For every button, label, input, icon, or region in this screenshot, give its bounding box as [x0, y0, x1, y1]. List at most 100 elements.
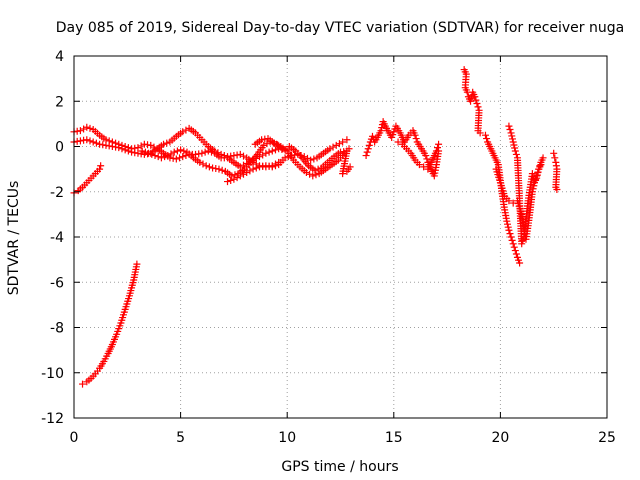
- data-point-track-d: [252, 164, 260, 172]
- x-tick-label: 5: [176, 430, 185, 446]
- data-point-track-h: [415, 161, 423, 169]
- data-point-track-c: [157, 154, 165, 162]
- data-point-track-d: [335, 140, 343, 148]
- data-point-track-e: [306, 170, 314, 178]
- data-point-track-l: [511, 147, 519, 155]
- data-point-track-l: [507, 129, 515, 137]
- data-point-track-l: [533, 174, 541, 182]
- data-point-track-c: [170, 148, 178, 156]
- data-point-track-a: [265, 148, 273, 156]
- data-point-track-d: [246, 167, 254, 175]
- data-point-track-a: [271, 146, 279, 154]
- data-point-track-f: [346, 163, 354, 171]
- x-tick-label: 20: [491, 430, 509, 446]
- data-point-track-c: [164, 152, 172, 160]
- data-point-track-a: [172, 155, 180, 163]
- data-point-track-l: [529, 173, 537, 181]
- data-point-track-d: [227, 176, 235, 184]
- y-tick-label: -12: [41, 411, 64, 427]
- data-point-track-e: [312, 171, 320, 179]
- data-point-track-j: [508, 236, 516, 244]
- data-point-track-f: [314, 165, 322, 173]
- data-point-track-l: [537, 161, 545, 169]
- y-tick-label: -6: [50, 275, 64, 291]
- data-point-track-g: [364, 145, 372, 153]
- data-point-track-b: [211, 147, 219, 155]
- data-point-track-c: [205, 163, 213, 171]
- data-point-track-j: [511, 247, 519, 255]
- data-point-track-d: [339, 138, 347, 146]
- data-point-track-a: [179, 153, 187, 161]
- data-point-track-early-low: [97, 162, 105, 170]
- data-point-track-c: [145, 149, 153, 157]
- data-point-track-j: [512, 250, 520, 258]
- data-point-track-c: [154, 153, 162, 161]
- data-point-track-b: [239, 152, 247, 160]
- data-point-track-l: [510, 141, 518, 149]
- data-point-track-c: [167, 150, 175, 158]
- data-point-track-g: [365, 141, 373, 149]
- x-tick-label: 0: [70, 430, 79, 446]
- data-point-track-b: [236, 150, 244, 158]
- data-point-track-f: [339, 170, 347, 178]
- data-point-track-g: [423, 155, 431, 163]
- data-point-track-b: [115, 144, 123, 152]
- data-point-track-b: [214, 149, 222, 157]
- data-point-track-j: [509, 240, 517, 248]
- x-tick-label: 10: [278, 430, 296, 446]
- data-point-track-c: [161, 153, 169, 161]
- data-point-track-d: [224, 178, 232, 186]
- data-point-track-d: [249, 165, 257, 173]
- y-tick-label: 0: [55, 140, 64, 156]
- tick-labels: 0 5 10 15 20 25 -12 -10 -8 -6 -4 -2 0 2 4: [41, 49, 616, 446]
- data-point-track-i: [467, 97, 475, 105]
- data-point-track-a: [201, 148, 209, 156]
- data-point-track-k: [505, 197, 513, 205]
- y-tick-label: -2: [50, 185, 64, 201]
- data-point-track-i: [467, 94, 475, 102]
- data-point-track-b: [124, 147, 132, 155]
- data-point-track-i: [474, 103, 482, 111]
- data-point-track-c: [202, 162, 210, 170]
- data-point-track-c: [199, 160, 207, 168]
- data-point-track-h: [434, 144, 442, 152]
- data-point-track-j: [481, 131, 489, 139]
- data-point-track-b: [118, 145, 126, 153]
- data-point-track-d: [343, 136, 351, 144]
- data-point-track-c: [218, 166, 226, 174]
- data-point-track-j: [505, 226, 513, 234]
- data-point-track-g: [378, 124, 386, 132]
- data-point-track-b: [83, 136, 91, 144]
- data-point-track-b: [220, 152, 228, 160]
- data-point-track-g: [362, 152, 370, 160]
- data-point-track-c: [260, 141, 268, 149]
- data-point-track-b: [217, 150, 225, 158]
- data-point-track-falling-branch: [79, 380, 87, 388]
- data-point-track-l: [511, 144, 519, 152]
- data-point-track-j: [516, 259, 524, 267]
- data-point-track-m: [551, 154, 559, 162]
- data-point-track-a: [76, 127, 84, 135]
- data-point-track-i: [476, 129, 484, 137]
- data-point-track-a: [137, 142, 145, 150]
- data-point-track-m: [553, 185, 561, 193]
- data-point-track-c: [138, 147, 146, 155]
- data-point-track-b: [86, 137, 94, 145]
- data-point-track-l: [518, 240, 526, 248]
- y-tick-label: -10: [41, 366, 64, 382]
- x-axis-label: GPS time / hours: [281, 459, 398, 475]
- data-point-track-j: [483, 135, 491, 143]
- data-point-track-j: [506, 230, 514, 238]
- data-point-track-d: [230, 175, 238, 183]
- data-point-track-d: [271, 162, 279, 170]
- data-point-track-b: [179, 128, 187, 136]
- data-point-track-g: [412, 135, 420, 143]
- data-point-track-g: [411, 131, 419, 139]
- data-point-track-c: [177, 146, 185, 154]
- data-point-track-b: [92, 139, 100, 147]
- data-point-track-d: [233, 174, 241, 182]
- data-point-track-d: [268, 163, 276, 171]
- data-point-track-a: [83, 123, 91, 131]
